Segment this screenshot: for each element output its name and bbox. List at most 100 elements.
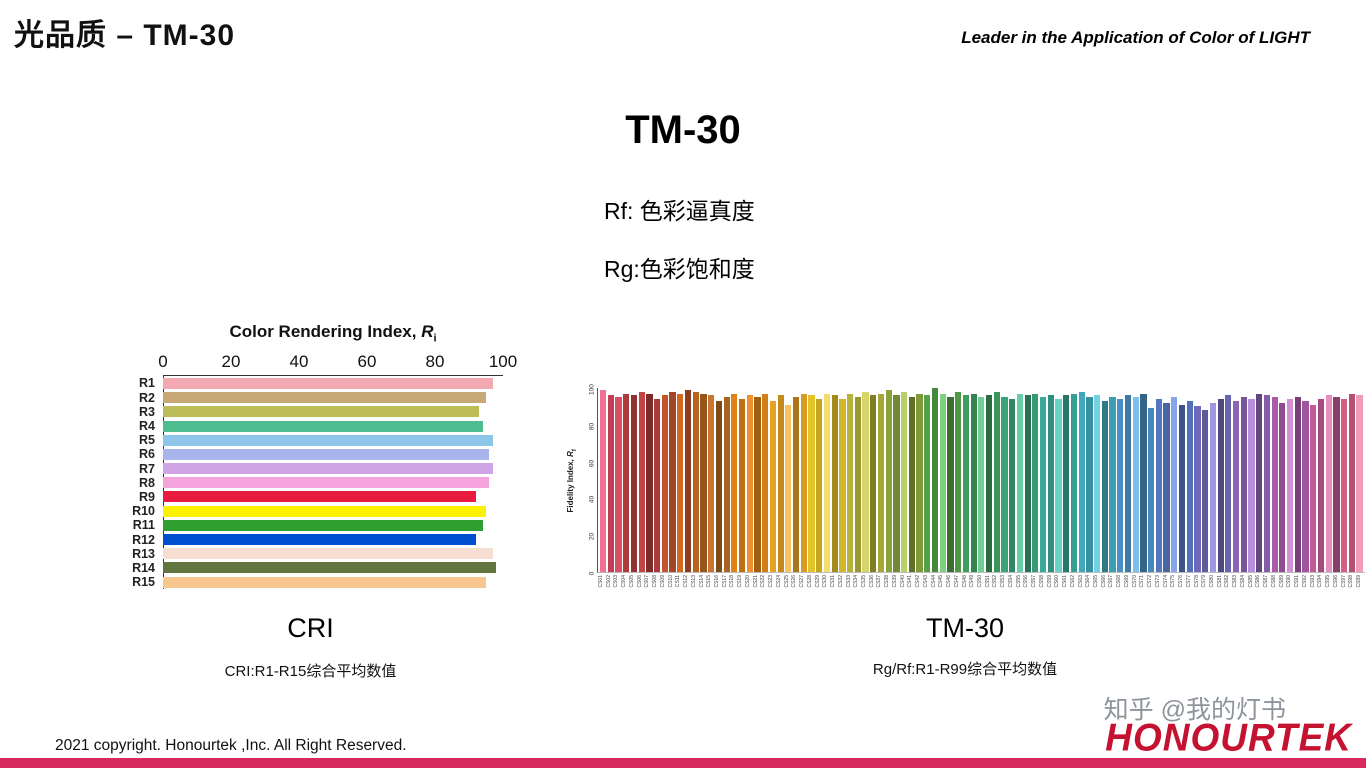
- tm30-x-tick-label: CS55: [1015, 575, 1022, 588]
- tm30-bar: [931, 388, 939, 572]
- tm30-x-tick-label: CS30: [822, 575, 829, 588]
- tm30-x-tick-label: CS84: [1239, 575, 1246, 588]
- tm30-bar: [700, 393, 707, 572]
- tm30-x-tick-label: CS26: [791, 575, 798, 588]
- cri-row-label: R8: [139, 475, 155, 490]
- tm30-x-tick-label: CS56: [1023, 575, 1030, 588]
- tm30-bar: [1016, 393, 1024, 572]
- tm30-x-tick-label: CS14: [698, 575, 705, 588]
- tm30-x-tick-label: CS53: [1000, 575, 1007, 588]
- cri-row: R15: [118, 575, 503, 589]
- cri-title-subscript: i: [433, 332, 437, 345]
- cri-row: R6: [118, 447, 503, 461]
- cri-bar: [163, 477, 490, 489]
- tm30-x-tick-label: CS62: [1069, 575, 1076, 588]
- tm30-x-tick-label: CS45: [938, 575, 945, 588]
- tm30-bar: [638, 391, 645, 572]
- tm30-x-tick-label: CS90: [1286, 575, 1293, 588]
- tm30-x-tick-label: CS88: [1270, 575, 1277, 588]
- tm30-y-tick-label: 20: [588, 533, 596, 541]
- tm30-bar: [1063, 395, 1070, 572]
- tm30-bar: [661, 395, 668, 572]
- tm30-x-tick-label: CS96: [1332, 575, 1339, 588]
- tm30-x-tick-label: CS94: [1317, 575, 1324, 588]
- rf-definition: Rf: 色彩逼真度: [604, 198, 755, 224]
- tm30-x-tick-label: CS38: [884, 575, 891, 588]
- tm30-x-tick-label: CS18: [729, 575, 736, 588]
- tm30-y-axis-label: Fidelity Index, Rf: [566, 406, 578, 556]
- tm30-bar: [1155, 399, 1162, 572]
- tm30-x-tick-label: CS75: [1170, 575, 1177, 588]
- tm30-x-tick-label: CS67: [1108, 575, 1115, 588]
- cri-row: R10: [118, 504, 503, 518]
- cri-row: R14: [118, 561, 503, 575]
- tm30-bar: [1341, 399, 1348, 572]
- cri-x-tick-label: 20: [221, 352, 241, 372]
- cri-bar-track: [163, 377, 503, 389]
- tm30-bar: [885, 389, 892, 572]
- tm30-ylabel-symbol: R: [566, 451, 576, 457]
- tm30-bar: [901, 391, 908, 572]
- cri-bar: [163, 576, 486, 588]
- cri-bar-track: [163, 463, 503, 475]
- tm30-bar: [1302, 400, 1309, 572]
- tm30-bar: [1202, 410, 1209, 572]
- tm30-bar: [692, 391, 699, 572]
- cri-bar: [163, 463, 493, 475]
- tm30-bar: [615, 397, 622, 572]
- cri-bar: [163, 377, 493, 389]
- cri-bar-track: [163, 392, 503, 404]
- tm30-bar: [1140, 393, 1147, 572]
- tm30-bar: [1039, 397, 1047, 572]
- cri-bar: [163, 562, 497, 574]
- tm30-bar: [1117, 399, 1124, 572]
- cri-bar-track: [163, 505, 503, 517]
- tm30-bar: [1217, 399, 1224, 572]
- tm30-x-tick-label: CS12: [683, 575, 690, 588]
- cri-bar-track: [163, 406, 503, 418]
- tm30-x-tick-label: CS63: [1077, 575, 1084, 588]
- tm30-bar: [754, 397, 761, 572]
- cri-row-label: R7: [139, 461, 155, 476]
- tm30-bar: [1124, 395, 1132, 572]
- cri-row-label: R3: [139, 404, 155, 419]
- tm30-x-tick-label: CS21: [752, 575, 759, 588]
- tm30-bar: [1333, 397, 1340, 572]
- tm30-x-tick-label: CS65: [1093, 575, 1099, 588]
- tm30-bar: [1101, 400, 1108, 572]
- cri-section-label: CRI: [287, 613, 334, 643]
- tm30-bar: [870, 395, 877, 572]
- tm30-y-tick-label: 100: [588, 384, 596, 395]
- tm30-x-tick-label: CS09: [659, 575, 666, 588]
- honourtek-logo: HONOURTEK: [1105, 715, 1352, 759]
- tm30-bar: [1325, 395, 1332, 572]
- cri-bar: [163, 534, 476, 546]
- cri-bar: [163, 406, 480, 418]
- tm30-x-axis: CS01 CS02 CS03 CS04 CS05 CS06 CS07 CS08 CS09 CS10…: [597, 573, 1365, 603]
- tm30-bar: [1271, 397, 1278, 572]
- cri-bar-track: [163, 534, 503, 546]
- tm30-x-tick-label: CS03: [613, 575, 620, 588]
- tm30-bar: [1086, 397, 1093, 572]
- tm30-bar: [800, 393, 807, 572]
- tm30-x-tick-label: CS57: [1031, 575, 1038, 588]
- cri-bar-track: [163, 576, 503, 588]
- tm30-bar: [1225, 395, 1232, 572]
- cri-row-label: R12: [132, 532, 155, 547]
- cri-title-symbol: R: [421, 322, 434, 341]
- tm30-x-tick-label: CS64: [1085, 575, 1092, 588]
- tm30-bar: [1109, 397, 1116, 572]
- tm30-x-tick-label: CS36: [868, 575, 875, 588]
- tm30-x-tick-label: CS15: [706, 575, 713, 588]
- tm30-bar: [1132, 397, 1139, 572]
- tm30-bar: [1279, 402, 1286, 572]
- tm30-plot-area: 0 20 40 60 80 100: [589, 384, 1365, 575]
- tm30-x-tick-label: CS95: [1325, 575, 1332, 588]
- tm30-x-tick-label: CS27: [799, 575, 806, 588]
- tm30-x-tick-label: CS58: [1038, 575, 1045, 588]
- tm30-x-tick-label: CS86: [1255, 575, 1262, 588]
- tm30-x-tick-label: CS46: [946, 575, 953, 588]
- tm30-bar: [831, 395, 838, 572]
- cri-row: R13: [118, 547, 503, 561]
- tm30-bar: [862, 391, 869, 572]
